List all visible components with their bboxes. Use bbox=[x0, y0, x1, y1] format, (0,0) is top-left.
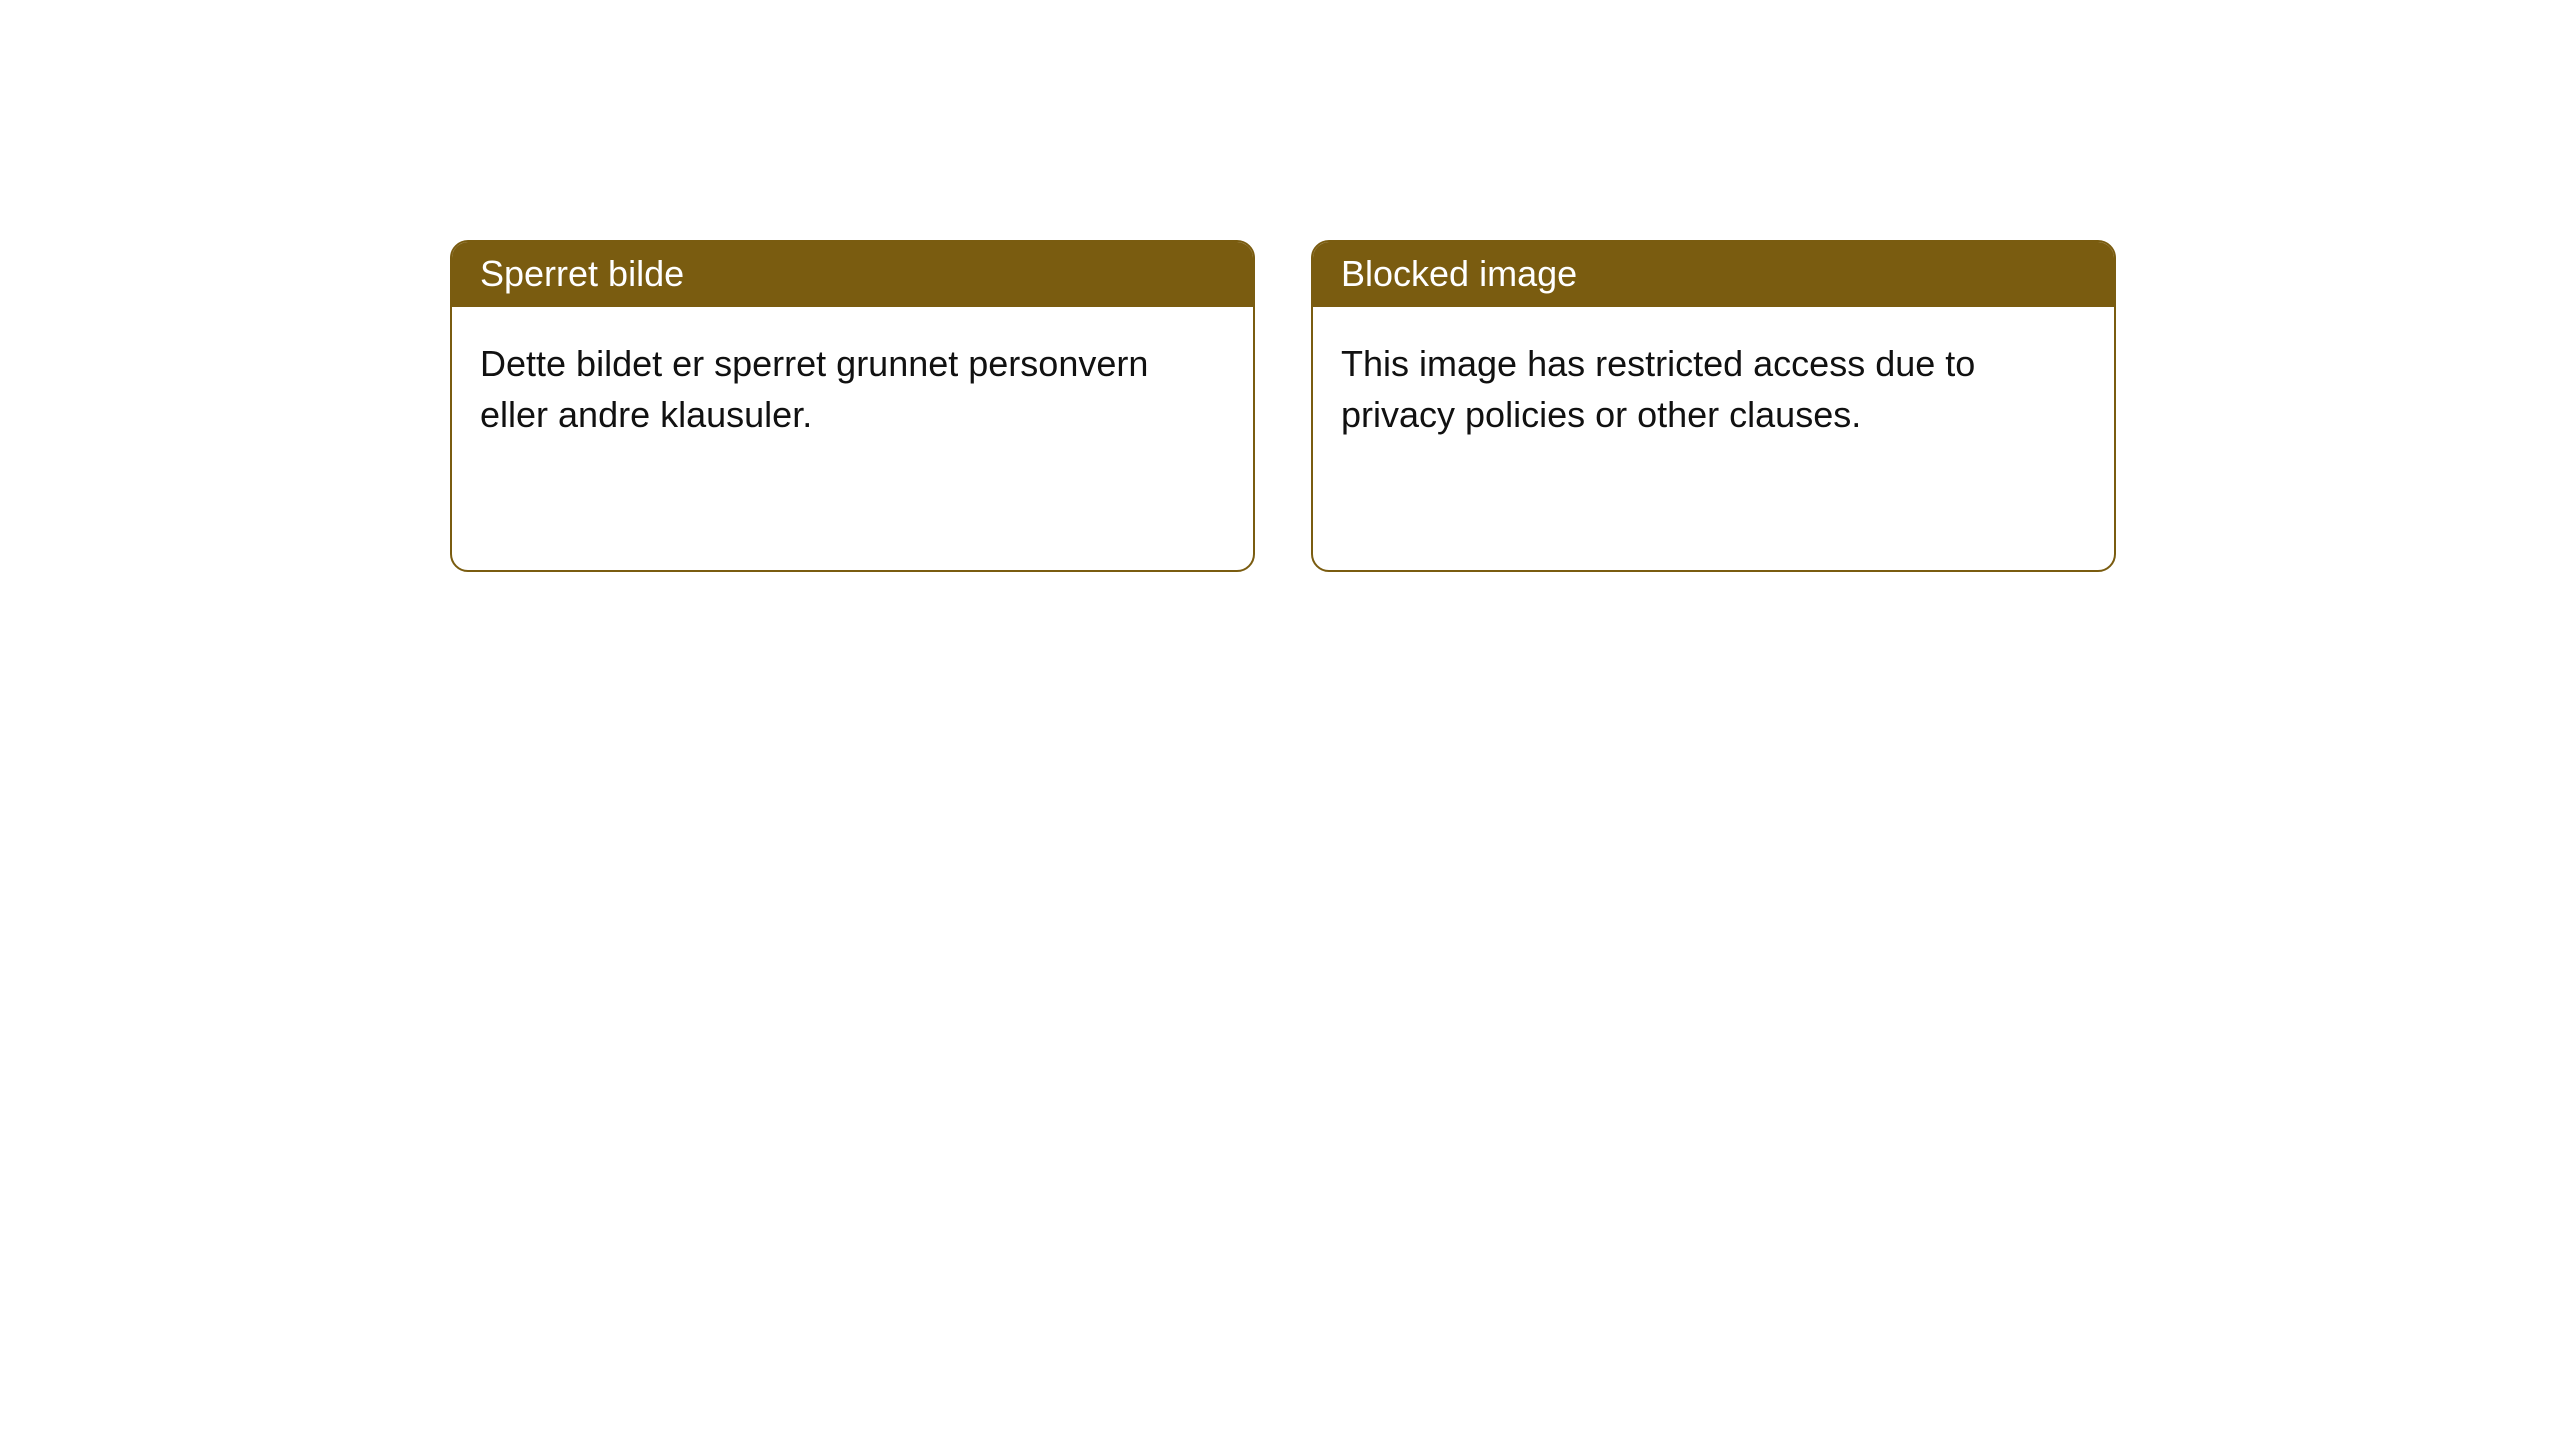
notice-header-norwegian: Sperret bilde bbox=[452, 242, 1253, 307]
notice-body-norwegian: Dette bildet er sperret grunnet personve… bbox=[452, 307, 1253, 472]
notice-header-english: Blocked image bbox=[1313, 242, 2114, 307]
notice-container: Sperret bilde Dette bildet er sperret gr… bbox=[0, 0, 2560, 572]
notice-body-english: This image has restricted access due to … bbox=[1313, 307, 2114, 472]
notice-card-norwegian: Sperret bilde Dette bildet er sperret gr… bbox=[450, 240, 1255, 572]
notice-card-english: Blocked image This image has restricted … bbox=[1311, 240, 2116, 572]
